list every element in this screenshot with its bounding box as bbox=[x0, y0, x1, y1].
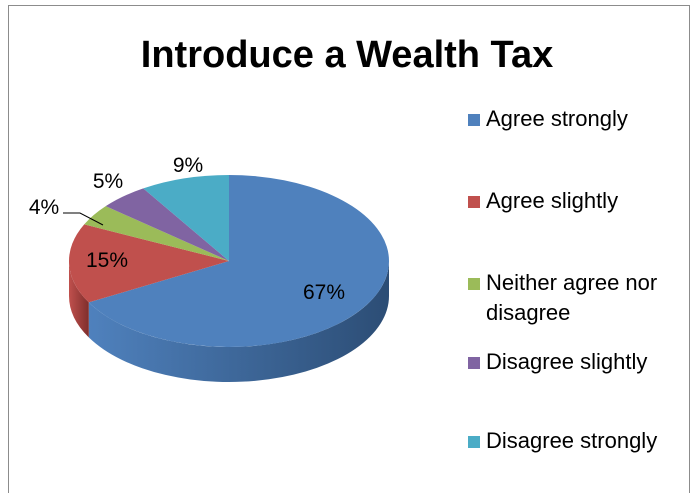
legend-item-agree-strongly: Agree strongly bbox=[468, 104, 676, 134]
legend-item-neither: Neither agree nor disagree bbox=[468, 268, 676, 328]
pie-slice-neither bbox=[84, 206, 230, 261]
legend-item-disagree-slightly: Disagree slightly bbox=[468, 347, 676, 377]
legend-label-disagree-strongly: Disagree strongly bbox=[486, 428, 658, 453]
legend-label-neither: Neither agree nor disagree bbox=[486, 270, 658, 325]
pie-slice-disagree-slightly bbox=[105, 188, 229, 261]
legend-label-agree-strongly: Agree strongly bbox=[486, 106, 628, 131]
data-label-agree-strongly: 67% bbox=[303, 281, 345, 304]
leader-line-neither bbox=[63, 212, 104, 226]
data-label-neither: 4% bbox=[29, 196, 59, 219]
pie-slice-agree-slightly bbox=[69, 224, 229, 303]
legend-swatch-agree-strongly bbox=[468, 114, 480, 126]
pie-slice-disagree-strongly bbox=[143, 175, 229, 261]
chart-title: Introduce a Wealth Tax bbox=[140, 34, 554, 76]
pie-side-agree-strongly bbox=[88, 261, 390, 382]
legend-item-agree-slightly: Agree slightly bbox=[468, 186, 676, 216]
legend-item-disagree-strongly: Disagree strongly bbox=[468, 426, 676, 456]
legend-label-disagree-slightly: Disagree slightly bbox=[486, 349, 648, 374]
data-label-disagree-strongly: 9% bbox=[173, 154, 203, 177]
pie-slice-agree-strongly bbox=[88, 175, 390, 347]
legend-swatch-disagree-slightly bbox=[468, 357, 480, 369]
legend-swatch-agree-slightly bbox=[468, 196, 480, 208]
legend-label-agree-slightly: Agree slightly bbox=[486, 188, 619, 213]
legend-swatch-neither bbox=[468, 278, 480, 290]
legend-swatch-disagree-strongly bbox=[468, 436, 480, 448]
data-label-agree-slightly: 15% bbox=[86, 249, 128, 272]
data-label-disagree-slightly: 5% bbox=[93, 170, 123, 193]
pie-side-agree-slightly bbox=[69, 261, 89, 338]
